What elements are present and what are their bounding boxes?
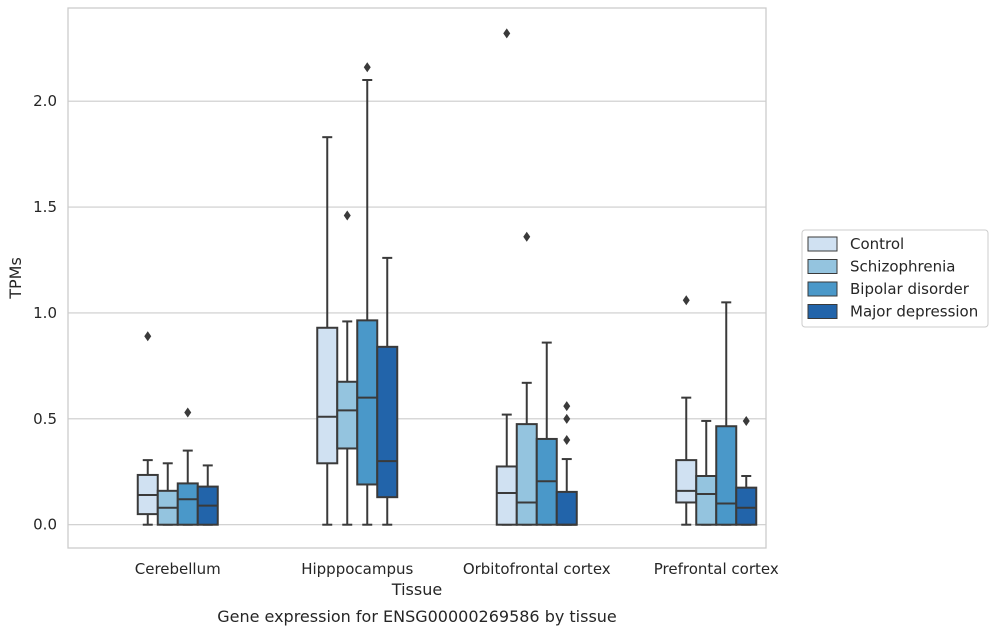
category-group [675,295,758,526]
outlier-point [563,435,571,445]
outlier-point [563,401,571,412]
box-major-depression [196,464,219,526]
legend: Control Schizophrenia Bipolar disorder Majo… [801,229,989,328]
outlier-point [682,295,690,306]
box-bipolar-disorder [356,62,379,526]
box-body [495,465,518,526]
box-schizophrenia [695,419,718,526]
box-bipolar-disorder [535,341,558,526]
box-major-depression [735,415,758,526]
plot-frame [67,7,767,549]
plot-boxes [136,28,758,526]
box-body [675,459,698,504]
y-axis-label: TPMs [6,257,25,300]
box-major-depression [376,256,399,526]
box-body [555,490,578,526]
category-group [316,62,399,526]
y-tick-label: 1.0 [33,304,57,322]
box-body [515,423,538,526]
legend-swatch [807,281,838,297]
outlier-point [144,331,152,342]
outlier-point [742,415,750,426]
axis-ticks: 0.0 0.5 1.0 1.5 2.0 Cerebellum Hipppocampus Orb… [33,92,779,578]
box-major-depression [555,401,578,526]
box-body [356,319,379,486]
legend-label: Control [850,235,904,253]
box-body [316,326,339,465]
x-tick-label: Orbitofrontal cortex [463,560,611,578]
box-bipolar-disorder [715,301,738,526]
box-control [136,331,159,526]
legend-swatch [807,304,838,319]
box-control [495,28,518,526]
x-tick-label: Cerebellum [135,560,221,578]
box-body [695,475,718,526]
x-tick-label: Prefrontal cortex [654,560,779,578]
y-tick-label: 1.5 [33,198,57,216]
legend-frame [801,229,989,328]
outlier-point [503,28,511,39]
outlier-point [523,231,531,242]
category-group [495,28,578,526]
grid-lines [68,100,766,526]
legend-swatch [807,236,838,252]
x-axis-label: Tissue [391,580,442,599]
legend-swatch [807,259,838,274]
chart-caption: Gene expression for ENSG00000269586 by t… [217,607,617,626]
category-group [136,331,219,526]
y-tick-label: 2.0 [33,92,57,110]
box-body [376,345,399,499]
outlier-point [184,407,192,418]
box-body [715,425,738,526]
box-body [336,380,359,450]
box-control [316,136,339,526]
legend-label: Major depression [850,303,978,321]
y-tick-label: 0.5 [33,410,57,428]
outlier-point [343,210,351,221]
box-body [176,482,199,526]
box-control [675,295,698,526]
box-bipolar-disorder [176,407,199,526]
outlier-point [563,413,571,424]
box-body [735,486,758,526]
legend-label: Bipolar disorder [850,280,970,298]
box-schizophrenia [515,231,538,526]
legend-label: Schizophrenia [850,258,955,276]
y-tick-label: 0.0 [33,516,57,534]
x-tick-label: Hipppocampus [301,560,413,578]
box-schizophrenia [336,210,359,526]
box-schizophrenia [156,462,179,526]
outlier-point [363,62,371,73]
